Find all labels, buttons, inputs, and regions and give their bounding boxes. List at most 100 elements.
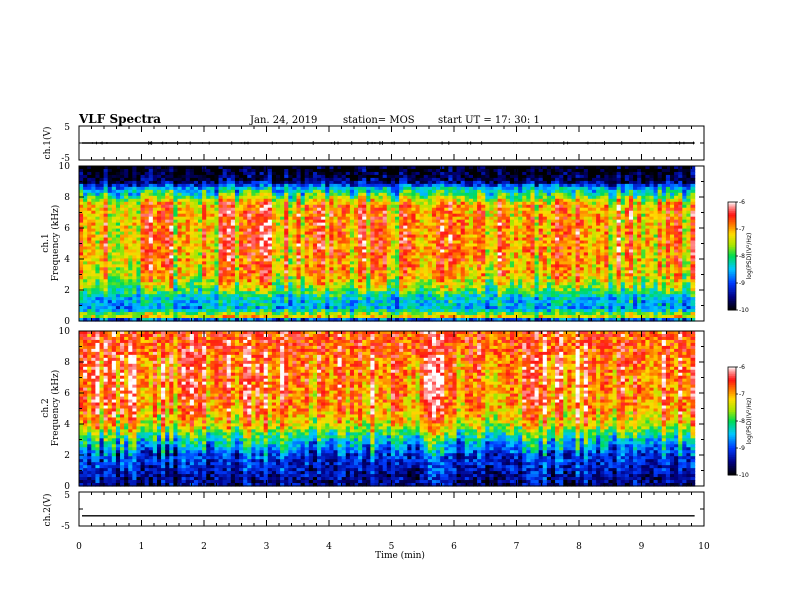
spectrogram-cell xyxy=(87,255,92,259)
spectrogram-cell xyxy=(124,228,129,233)
spectrogram-cell xyxy=(152,294,158,298)
spectrogram-cell xyxy=(120,216,125,221)
spectrogram-cell xyxy=(177,246,183,251)
spectrogram-cell xyxy=(120,270,125,274)
spectrogram-cell xyxy=(214,183,220,188)
spectrogram-cell xyxy=(115,228,121,233)
spectrogram-cell xyxy=(79,267,84,271)
spectrogram-cell xyxy=(91,186,97,191)
spectrogram-cell xyxy=(95,225,101,230)
spectrogram-cell xyxy=(148,255,154,259)
spectrogram-cell xyxy=(148,312,154,316)
spectrogram-cell xyxy=(193,180,199,185)
spectrogram-cell xyxy=(140,315,146,319)
spectrogram-cell xyxy=(181,288,187,292)
spectrogram-cell xyxy=(181,279,187,283)
spectrogram-cell xyxy=(189,210,195,215)
spectrogram-cell xyxy=(124,249,129,254)
spectrogram-cell xyxy=(193,312,199,316)
spectrogram-cell xyxy=(218,210,224,215)
spectrogram-cell xyxy=(218,309,224,313)
spectrogram-cell xyxy=(161,171,166,176)
spectrogram-cell xyxy=(173,180,179,185)
spectrogram-cell xyxy=(210,243,216,248)
spectrogram-cell xyxy=(230,213,236,218)
spectrogram-cell xyxy=(185,207,191,212)
spectrogram-cell xyxy=(115,216,121,221)
spectrogram-cell xyxy=(198,192,203,197)
spectrogram-cell xyxy=(165,228,170,233)
spectrogram-cell xyxy=(120,261,125,265)
spectrogram-cell xyxy=(107,312,113,316)
spectrogram-cell xyxy=(214,201,220,206)
spectrogram-cell xyxy=(210,306,216,310)
spectrogram-cell xyxy=(173,315,179,319)
spectrogram-cell xyxy=(95,276,101,280)
spectrogram-cell xyxy=(230,243,236,248)
spectrogram-cell xyxy=(132,219,138,224)
spectrogram-cell xyxy=(193,318,199,322)
spectrogram-cell xyxy=(226,252,232,257)
spectrogram-cell xyxy=(173,192,179,197)
spectrogram-cell xyxy=(165,267,170,271)
spectrogram-cell xyxy=(111,288,117,292)
spectrogram-cell xyxy=(144,231,150,236)
spectrogram-cell xyxy=(79,294,84,298)
spectrogram-cell xyxy=(230,219,236,224)
spectrogram-cell xyxy=(193,195,199,200)
spectrogram-cell xyxy=(124,234,129,239)
spectrogram-cell xyxy=(210,315,216,319)
spectrogram-cell xyxy=(202,207,207,212)
spectrogram-cell xyxy=(226,282,232,286)
spectrogram-cell xyxy=(91,258,97,262)
spectrogram-cell xyxy=(156,166,162,170)
spectrogram-cell xyxy=(222,186,228,191)
spectrogram-cell xyxy=(144,276,150,280)
spectrogram-cell xyxy=(156,300,162,304)
spectrogram-cell xyxy=(111,267,117,271)
spectrogram-cell xyxy=(169,267,174,271)
spectrogram-cell xyxy=(185,198,191,203)
spectrogram-cell xyxy=(198,255,203,259)
spectrogram-cell xyxy=(181,204,187,209)
spectrogram-cell xyxy=(218,219,224,224)
spectrogram-cell xyxy=(156,177,162,182)
spectrogram-cell xyxy=(152,174,158,179)
spectrogram-cell xyxy=(198,252,203,257)
spectrogram-cell xyxy=(218,198,224,203)
spectrogram-cell xyxy=(173,300,179,304)
spectrogram-cell xyxy=(83,255,88,259)
spectrogram-cell xyxy=(124,315,129,319)
spectrogram-cell xyxy=(185,222,191,227)
spectrogram-cell xyxy=(202,189,207,194)
spectrogram-cell xyxy=(111,300,117,304)
spectrogram-cell xyxy=(128,285,133,289)
spectrogram-cell xyxy=(214,234,220,239)
spectrogram-cell xyxy=(144,216,150,221)
spectrogram-cell xyxy=(79,234,84,239)
spectrogram-cell xyxy=(136,300,142,304)
spectrogram-cell xyxy=(189,231,195,236)
spectrogram-cell xyxy=(107,243,113,248)
spectrogram-cell xyxy=(136,240,142,245)
spectrogram-cell xyxy=(91,225,97,230)
spectrogram-cell xyxy=(156,213,162,218)
spectrogram-cell xyxy=(144,177,150,182)
spectrogram-cell xyxy=(132,192,138,197)
spectrogram-cell xyxy=(165,318,170,322)
spectrogram-cell xyxy=(140,285,146,289)
spectrogram-cell xyxy=(185,177,191,182)
spectrogram-cell xyxy=(103,294,109,298)
spectrogram-cell xyxy=(189,198,195,203)
spectrogram-cell xyxy=(165,225,170,230)
spectrogram-cell xyxy=(120,285,125,289)
spectrogram-cell xyxy=(177,252,183,257)
spectrogram-cell xyxy=(189,312,195,316)
spectrogram-cell xyxy=(136,285,142,289)
spectrogram-cell xyxy=(132,177,138,182)
spectrogram-cell xyxy=(226,189,232,194)
spectrogram-cell xyxy=(144,168,150,173)
spectrogram-cell xyxy=(128,273,133,277)
spectrogram-cell xyxy=(103,231,109,236)
